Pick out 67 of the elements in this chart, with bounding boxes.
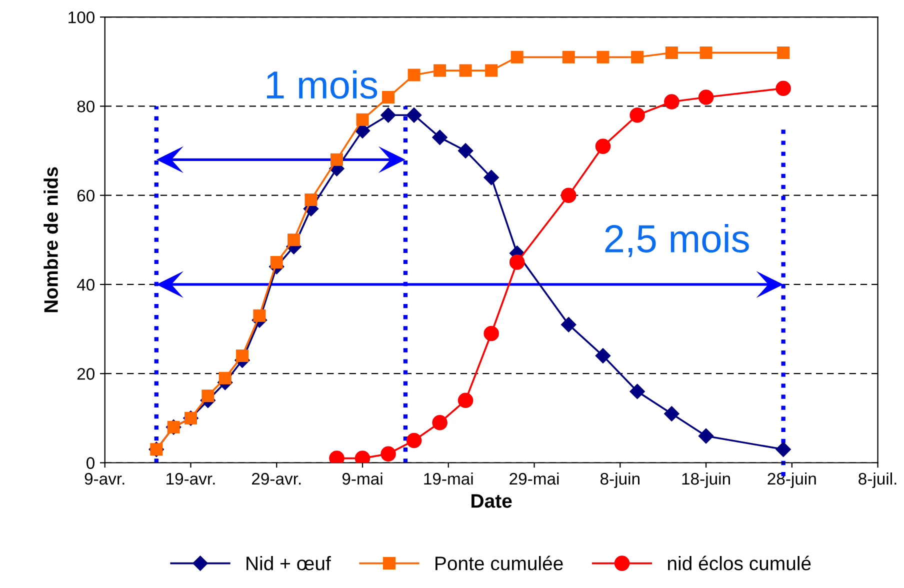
point — [776, 80, 791, 96]
y-tick-label: 0 — [86, 457, 94, 469]
x-tick-label: 8-juil. — [858, 472, 896, 488]
point — [630, 107, 645, 123]
point — [561, 317, 576, 332]
y-tick-label: 20 — [77, 368, 94, 380]
point — [698, 90, 714, 105]
point — [380, 446, 396, 462]
point — [509, 254, 525, 270]
point — [459, 64, 472, 77]
y-tick-label: 80 — [77, 100, 94, 112]
point — [434, 64, 446, 77]
point — [330, 153, 343, 166]
point — [630, 384, 645, 400]
x-tick-label: 28-juin — [768, 472, 816, 488]
x-tick-label: 19-mai — [424, 472, 473, 485]
point — [596, 50, 610, 64]
point — [595, 138, 611, 154]
x-tick-label: 9-mai — [342, 472, 382, 485]
y-tick-label: 100 — [68, 11, 94, 24]
point — [484, 326, 499, 342]
point — [458, 392, 474, 408]
point — [406, 432, 422, 448]
point — [485, 64, 498, 77]
point — [432, 130, 448, 145]
x-tick-label: 9-avr. — [84, 472, 124, 485]
point — [408, 68, 420, 82]
x-axis-title: Date — [472, 494, 512, 508]
point — [218, 372, 232, 384]
point — [406, 108, 422, 123]
x-tick-label: 18-juin — [682, 472, 730, 488]
point — [270, 256, 283, 268]
point — [631, 50, 644, 64]
point — [202, 390, 214, 402]
point — [664, 94, 680, 110]
legend-label: nid éclos cumulé — [668, 556, 811, 570]
point — [382, 91, 395, 104]
y-tick-label: 60 — [77, 190, 94, 202]
point — [484, 170, 499, 186]
point — [776, 442, 791, 457]
point — [356, 113, 369, 126]
point — [288, 234, 300, 246]
x-tick-label: 8-juin — [600, 472, 640, 488]
point — [304, 194, 318, 206]
legend-label: Nid + œuf — [246, 556, 331, 570]
x-tick-label: 29-mai — [510, 472, 559, 485]
point — [432, 415, 448, 430]
annotation: 1 mois — [266, 70, 378, 99]
point — [595, 348, 611, 364]
legend-label: Ponte cumulée — [436, 556, 563, 570]
point — [458, 143, 474, 158]
point — [664, 406, 680, 422]
point — [380, 108, 396, 123]
point — [698, 428, 714, 444]
point — [700, 46, 712, 59]
point — [510, 50, 524, 64]
point — [560, 188, 576, 203]
y-axis-title: Nombre de nids — [44, 167, 58, 312]
annotation: 2,5 mois — [605, 224, 749, 258]
point — [562, 50, 575, 64]
point — [665, 46, 678, 59]
point — [236, 350, 249, 362]
point — [777, 46, 790, 59]
x-tick-label: 19-avr. — [166, 472, 215, 485]
x-tick-label: 29-avr. — [252, 472, 301, 485]
y-tick-label: 40 — [76, 278, 94, 291]
point — [253, 309, 266, 322]
